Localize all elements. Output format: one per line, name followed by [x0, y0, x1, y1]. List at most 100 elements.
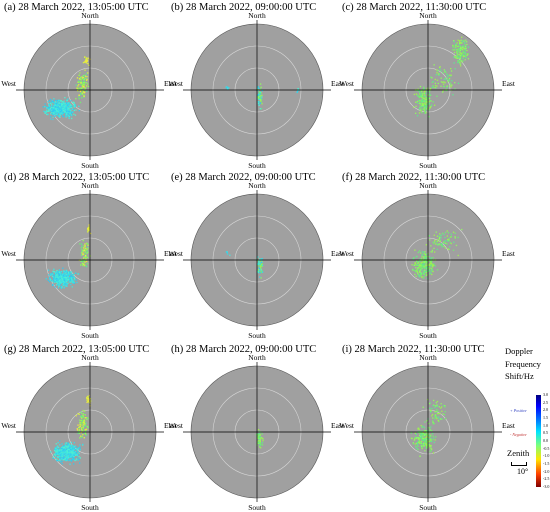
echo-point [424, 110, 426, 113]
echo-point [420, 436, 422, 438]
direction-south: South [81, 331, 99, 340]
echo-point [71, 108, 74, 110]
echo-point [463, 47, 465, 50]
echo-point [65, 282, 67, 284]
echo-point [440, 81, 443, 83]
echo-point [436, 79, 439, 81]
echo-point [51, 99, 53, 102]
echo-point [71, 282, 74, 284]
echo-point [49, 281, 51, 283]
echo-point [257, 256, 259, 258]
echo-point [58, 100, 60, 102]
echo-point [425, 433, 427, 435]
echo-point [88, 229, 90, 231]
echo-point [80, 435, 82, 437]
echo-point [67, 272, 69, 274]
echo-point [432, 80, 434, 83]
echo-point [414, 432, 416, 434]
echo-point [61, 460, 63, 462]
echo-point [64, 278, 66, 280]
echo-point [425, 434, 427, 436]
echo-point [83, 91, 85, 93]
echo-point [79, 449, 81, 451]
echo-point [53, 110, 55, 112]
echo-point [59, 109, 61, 111]
echo-point [52, 118, 54, 121]
echo-point [430, 437, 432, 440]
echo-point [86, 416, 88, 419]
echo-point [74, 277, 76, 279]
echo-point [64, 270, 66, 273]
echo-point [54, 447, 56, 449]
echo-point [68, 107, 70, 110]
echo-point [66, 444, 68, 447]
echo-point [66, 449, 68, 451]
echo-point [64, 102, 66, 104]
echo-point [72, 445, 74, 447]
echo-point [426, 88, 428, 90]
echo-point [81, 97, 83, 99]
echo-point [66, 281, 68, 283]
echo-point [429, 263, 431, 265]
echo-point [427, 433, 430, 435]
echo-point [68, 271, 70, 273]
echo-point [439, 412, 441, 414]
echo-point [68, 454, 71, 456]
echo-point [431, 249, 434, 251]
echo-point [70, 113, 72, 115]
echo-point [258, 436, 261, 438]
echo-point [76, 77, 79, 79]
panel-label: (c) [342, 2, 354, 13]
echo-point [85, 87, 87, 89]
echo-point [56, 274, 58, 276]
echo-point [69, 280, 71, 282]
echo-point [432, 257, 434, 259]
echo-point [68, 106, 70, 109]
echo-point [67, 449, 69, 451]
echo-point [456, 54, 458, 56]
direction-east: East [502, 79, 516, 88]
echo-point [61, 107, 63, 109]
echo-point [52, 273, 54, 275]
echo-point [421, 93, 423, 96]
echo-point [62, 270, 65, 272]
echo-point [56, 445, 59, 447]
echo-point [422, 256, 425, 258]
echo-point [424, 440, 426, 442]
echo-point [83, 419, 86, 421]
echo-point [81, 92, 84, 94]
panel-f: (f) 28 March 2022, 11:30:00 UTC North Sout… [338, 170, 518, 340]
echo-point [458, 49, 460, 51]
echo-point [429, 438, 431, 440]
echo-point [426, 432, 429, 434]
echo-point [429, 100, 431, 102]
echo-point [54, 103, 56, 105]
echo-point [51, 280, 53, 282]
echo-point [62, 276, 64, 278]
echo-point [68, 273, 70, 275]
echo-point [428, 109, 430, 111]
echo-point [433, 422, 435, 425]
echo-point [427, 98, 429, 100]
echo-point [425, 104, 427, 106]
echo-point [81, 84, 84, 86]
echo-point [423, 109, 426, 111]
echo-point [82, 76, 84, 79]
echo-point [419, 100, 421, 102]
echo-point [460, 55, 462, 57]
echo-point [68, 109, 70, 111]
echo-point [54, 113, 56, 115]
echo-point [429, 273, 431, 275]
echo-point [78, 452, 80, 454]
echo-point [437, 244, 439, 246]
echo-point [61, 112, 63, 114]
echo-point [70, 275, 72, 278]
echo-point [428, 97, 431, 99]
echo-point [422, 101, 424, 103]
echo-point [419, 435, 422, 437]
echo-point [60, 111, 62, 113]
echo-point [58, 460, 60, 462]
echo-point [424, 91, 426, 93]
echo-point [60, 107, 62, 109]
